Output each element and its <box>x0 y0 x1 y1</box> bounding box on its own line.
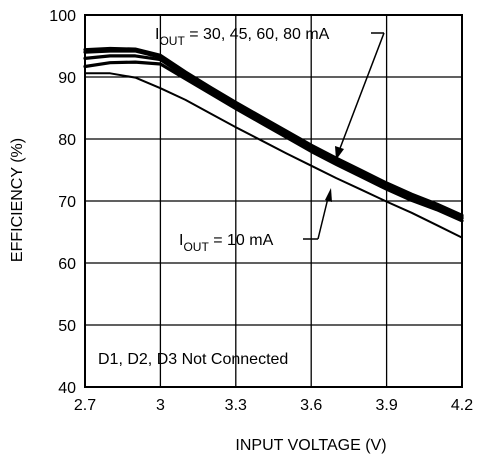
series-line-iout-45-ma <box>83 54 464 220</box>
x-tick-label: 3.6 <box>300 397 322 414</box>
annotation-high-load-sub: OUT <box>159 34 185 48</box>
series-line-iout-30-ma <box>83 60 464 223</box>
x-tick-label: 2.7 <box>74 397 96 414</box>
y-tick-label: 70 <box>58 194 76 211</box>
x-tick-label: 3.3 <box>225 397 247 414</box>
annotation-high-load-main: I <box>155 26 159 43</box>
annotation-high-load-leader <box>338 32 385 152</box>
grid <box>85 15 462 387</box>
series-line-iout-80-ma <box>83 46 464 217</box>
annotation-low-load-main: I <box>179 232 183 249</box>
x-tick-label: 3.9 <box>375 397 397 414</box>
y-tick-label: 60 <box>58 256 76 273</box>
series-line-iout-60-ma <box>83 49 464 219</box>
annotation-high-load-arrowhead <box>335 146 344 160</box>
annotation-high-load: IOUT = 30, 45, 60, 80 mA <box>155 26 330 48</box>
annotation-low-load: IOUT = 10 mA <box>179 232 274 254</box>
series-line-iout-10-ma <box>84 72 463 239</box>
y-tick-label: 80 <box>58 132 76 149</box>
y-tick-labels: 40 50 60 70 80 90 100 <box>49 8 76 397</box>
y-tick-label: 50 <box>58 318 76 335</box>
annotation-low-load-sub: OUT <box>183 240 209 254</box>
x-tick-label: 3 <box>156 397 165 414</box>
annotation-low-load-rest: = 10 mA <box>209 232 274 249</box>
annotation-low-load-arrowhead <box>325 188 332 202</box>
y-tick-label: 100 <box>49 8 76 25</box>
x-tick-labels: 2.7 3 3.3 3.6 3.9 4.2 <box>74 397 473 414</box>
plot-frame <box>84 14 463 388</box>
x-tick-label: 4.2 <box>451 397 473 414</box>
annotation-note: D1, D2, D3 Not Connected <box>98 351 288 368</box>
annotation-high-load-rest: = 30, 45, 60, 80 mA <box>185 26 330 43</box>
annotation-low-load-leader <box>317 197 329 240</box>
y-axis-title: EFFICIENCY (%) <box>9 138 26 262</box>
y-tick-label: 40 <box>58 380 76 397</box>
y-tick-label: 90 <box>58 70 76 87</box>
series-lines <box>83 46 464 239</box>
x-axis-title: INPUT VOLTAGE (V) <box>235 437 386 454</box>
